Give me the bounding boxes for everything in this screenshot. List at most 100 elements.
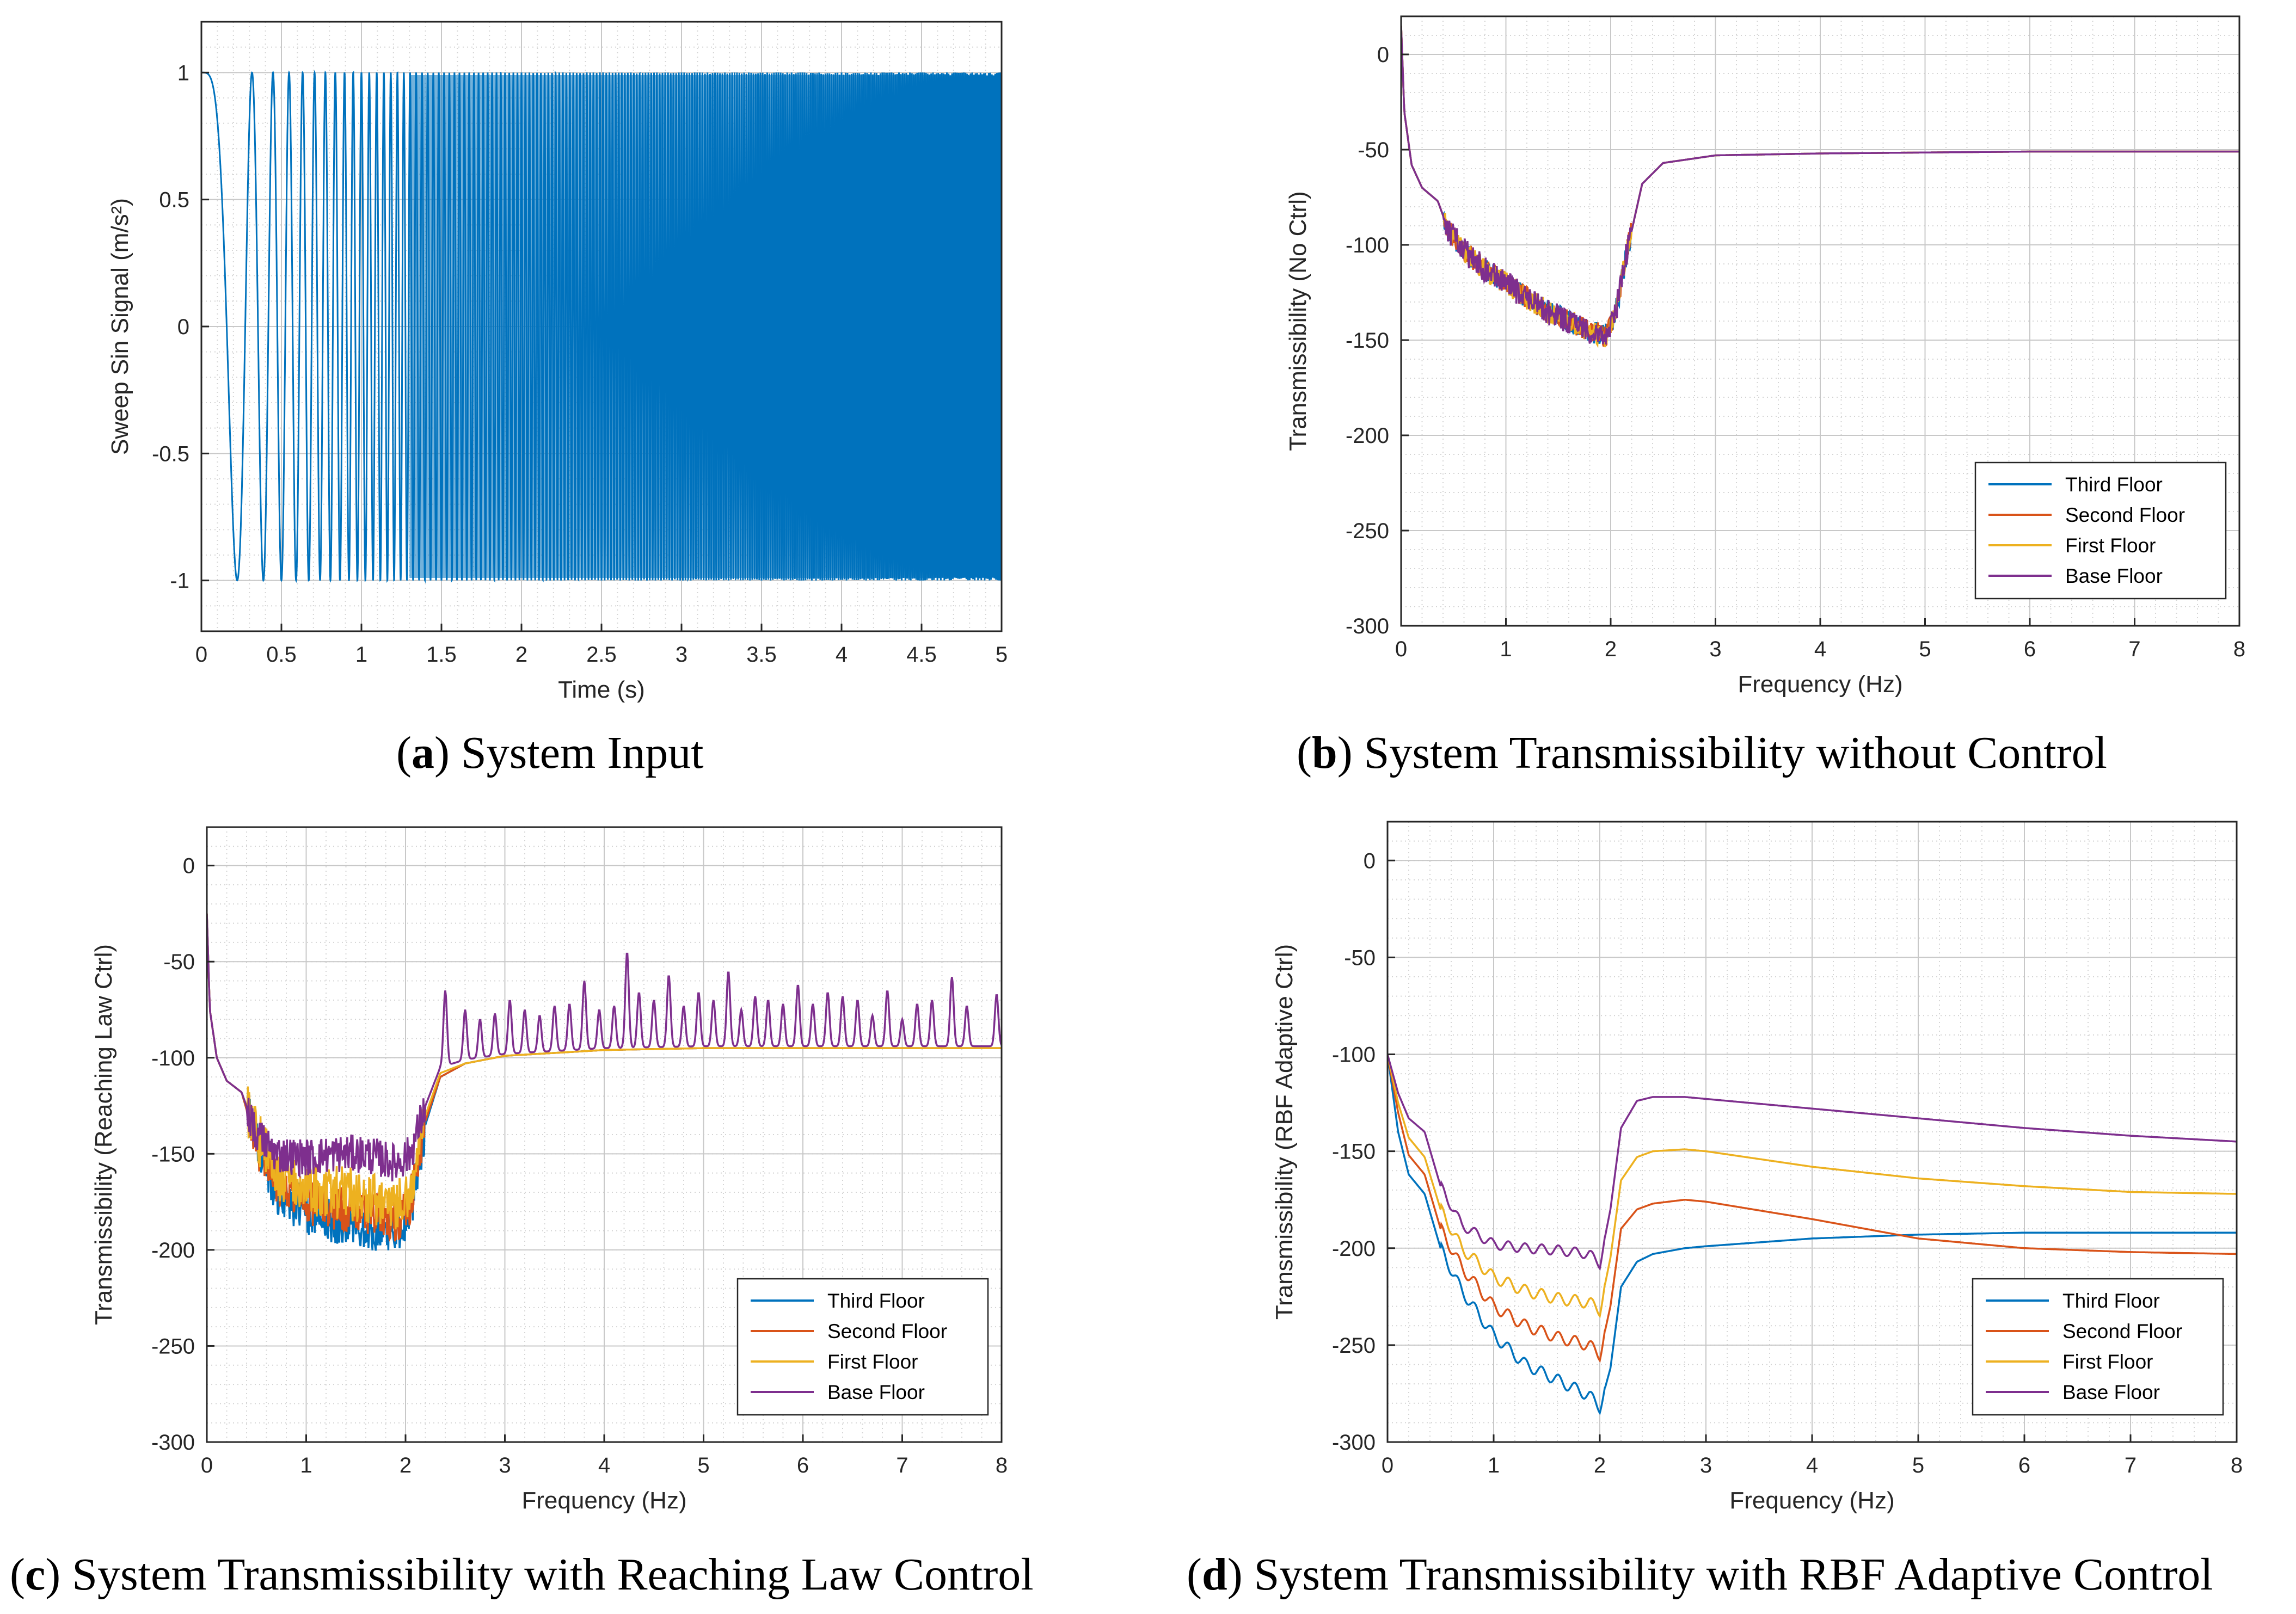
- x-tick-label: 2: [1594, 1453, 1606, 1477]
- y-tick-label: -250: [1332, 1334, 1376, 1358]
- x-tick-label: 1: [1488, 1453, 1500, 1477]
- y-tick-label: -150: [151, 1142, 195, 1166]
- x-tick-label: 1: [355, 643, 367, 667]
- y-tick-label: -150: [1332, 1140, 1376, 1164]
- series-line-base-floor: [207, 913, 1002, 1182]
- chart-panel-a: 0 0.5 1 1.5 2 2.5 3 3.5 4 4.5 5 -1 -0.5 0 0.5 1 Time (s)…: [0, 0, 1089, 729]
- x-tick-label: 0: [1382, 1453, 1393, 1477]
- y-tick-label: -150: [1346, 329, 1389, 353]
- x-axis-label: Frequency (Hz): [521, 1487, 686, 1514]
- caption-c-letter: c: [24, 1549, 46, 1600]
- y-tick-label: 0: [1377, 43, 1389, 67]
- legend-label: Second Floor: [2065, 504, 2185, 526]
- x-tick-label: 1: [300, 1453, 312, 1477]
- series-group-c: [207, 913, 1002, 1251]
- series-line-second-floor: [1388, 1054, 2237, 1363]
- chart-a-svg: 0 0.5 1 1.5 2 2.5 3 3.5 4 4.5 5 -1 -0.5 0 0.5 1 Time (s)…: [107, 21, 1008, 703]
- series-line-first-floor: [1388, 1054, 2237, 1319]
- y-tick-label: -100: [151, 1046, 195, 1070]
- y-tick-label: 0: [1364, 849, 1376, 873]
- y-tick-label: -300: [1332, 1431, 1376, 1455]
- legend-label: Second Floor: [827, 1320, 947, 1342]
- chart-panel-b: 0 1 2 3 4 5 6 7 8 -300 -250 -200 -150 -100 -50 0 Frequen…: [1148, 0, 2296, 729]
- series-line-base-floor: [1388, 1054, 2237, 1271]
- y-axis-label: Transmissibility (No Ctrl): [1285, 191, 1311, 451]
- y-tick-label: -200: [1332, 1237, 1376, 1261]
- x-tick-label: 0: [201, 1453, 213, 1477]
- x-tick-label: 3: [1709, 637, 1721, 661]
- x-tick-label: 3: [499, 1453, 511, 1477]
- legend-label: Third Floor: [827, 1290, 925, 1312]
- legend-label: Base Floor: [2065, 565, 2163, 587]
- caption-d: (d) System Transmissibility with RBF Ada…: [1187, 1549, 2213, 1600]
- x-tick-label: 4: [1806, 1453, 1818, 1477]
- y-tick-label: -0.5: [152, 442, 189, 466]
- legend-label: Base Floor: [827, 1381, 925, 1403]
- x-tick-label: 8: [2233, 637, 2245, 661]
- y-tick-label: 0: [177, 315, 189, 339]
- y-axis-label: Transmissibility (RBF Adaptive Ctrl): [1271, 944, 1298, 1320]
- y-tick-label: -250: [151, 1334, 195, 1358]
- x-axis-label: Time (s): [558, 676, 645, 703]
- x-tick-label: 8: [2231, 1453, 2243, 1477]
- x-tick-label: 3: [1700, 1453, 1712, 1477]
- x-tick-label: 3: [676, 643, 687, 667]
- x-tick-label: 1: [1500, 637, 1512, 661]
- y-tick-label: 1: [177, 61, 189, 85]
- caption-c: (c) System Transmissibility with Reachin…: [10, 1549, 1034, 1600]
- chart-panel-c: 0 1 2 3 4 5 6 7 8 -300 -250 -200 -150 -100 -50 0 Frequen…: [0, 805, 1089, 1535]
- x-tick-label: 7: [2125, 1453, 2137, 1477]
- x-tick-label: 2.5: [586, 643, 617, 667]
- x-tick-label: 5: [697, 1453, 709, 1477]
- chart-d-svg: 0 1 2 3 4 5 6 7 8 -300 -250 -200 -150 -100 -50 0 Frequen…: [1271, 821, 2243, 1514]
- y-tick-label: -300: [151, 1431, 195, 1455]
- x-tick-label: 6: [797, 1453, 809, 1477]
- y-tick-label: -200: [151, 1239, 195, 1262]
- series-dense-band: [409, 75, 1002, 578]
- x-tick-label: 7: [2128, 637, 2140, 661]
- y-tick-label: -50: [1358, 138, 1389, 162]
- x-tick-label: 1.5: [426, 643, 457, 667]
- x-tick-label: 6: [2018, 1453, 2030, 1477]
- y-tick-label: -1: [170, 569, 189, 593]
- x-tick-label: 0.5: [266, 643, 297, 667]
- x-tick-label: 0: [1395, 637, 1407, 661]
- y-axis-label: Sweep Sin Signal (m/s²): [107, 198, 133, 455]
- x-tick-label: 4: [836, 643, 848, 667]
- caption-d-text: ) System Transmissibility with RBF Adapt…: [1227, 1549, 2213, 1600]
- x-tick-label: 4: [1814, 637, 1826, 661]
- x-tick-label: 4.5: [906, 643, 937, 667]
- legend-label: Third Floor: [2062, 1290, 2160, 1312]
- chart-b-svg: 0 1 2 3 4 5 6 7 8 -300 -250 -200 -150 -100 -50 0 Frequen…: [1285, 15, 2245, 698]
- y-tick-label: -100: [1346, 233, 1389, 257]
- y-tick-label: 0.5: [159, 188, 189, 212]
- legend-label: Third Floor: [2065, 473, 2163, 496]
- caption-a-text: ) System Input: [434, 728, 704, 778]
- legend-label: Base Floor: [2062, 1381, 2160, 1403]
- x-tick-label: 4: [598, 1453, 610, 1477]
- y-tick-label: -100: [1332, 1043, 1376, 1067]
- caption-b: (b) System Transmissibility without Cont…: [1297, 728, 2107, 778]
- caption-a-letter: a: [411, 728, 434, 778]
- y-axis-label: Transmissibility (Reaching Law Ctrl): [90, 944, 117, 1325]
- caption-b-text: ) System Transmissibility without Contro…: [1337, 728, 2107, 778]
- caption-d-letter: d: [1201, 1549, 1227, 1600]
- y-tick-label: 0: [183, 854, 195, 878]
- legend-b: Third Floor Second Floor First Floor Base F…: [1974, 461, 2227, 600]
- series-line-first-floor: [207, 913, 1002, 1230]
- x-axis-label: Frequency (Hz): [1738, 671, 1902, 698]
- x-tick-label: 5: [1912, 1453, 1924, 1477]
- y-tick-label: -50: [163, 950, 195, 974]
- x-tick-label: 5: [1919, 637, 1931, 661]
- x-tick-label: 2: [400, 1453, 412, 1477]
- chart-panel-d: 0 1 2 3 4 5 6 7 8 -300 -250 -200 -150 -100 -50 0 Frequen…: [1148, 805, 2296, 1535]
- x-tick-label: 0: [195, 643, 207, 667]
- series-group-b: [1401, 26, 2239, 348]
- legend-label: First Floor: [2065, 534, 2156, 557]
- x-axis-label: Frequency (Hz): [1729, 1487, 1894, 1514]
- x-tick-label: 5: [996, 643, 1008, 667]
- series-group-d: [1388, 1054, 2237, 1415]
- series-line-third-floor: [1388, 1054, 2237, 1415]
- y-tick-label: -200: [1346, 424, 1389, 448]
- series-line-base-floor: [1401, 26, 2239, 345]
